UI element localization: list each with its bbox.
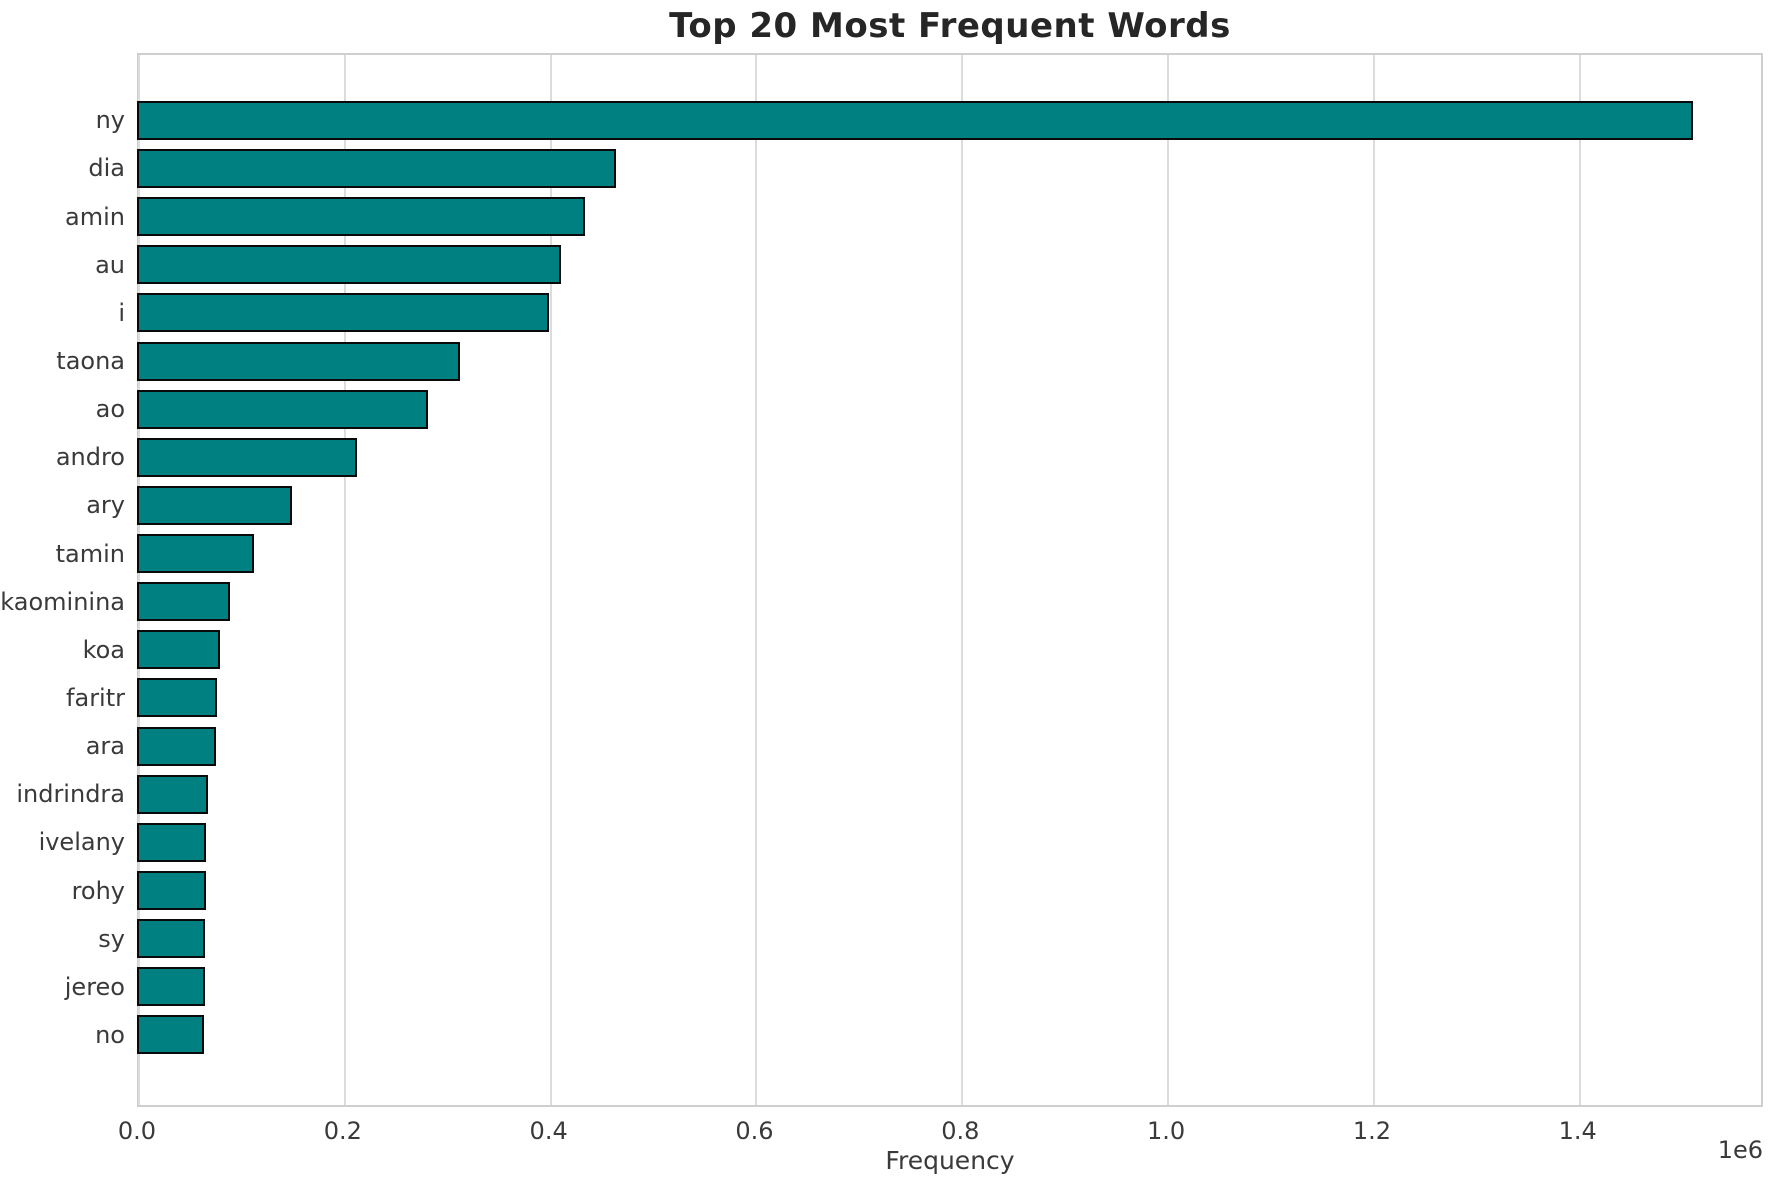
x-tick-label: 0.2: [323, 1117, 362, 1145]
x-tick-label: 0.4: [529, 1117, 568, 1145]
bar-jereo: [137, 967, 205, 1007]
gridline: [343, 55, 346, 1105]
chart-title: Top 20 Most Frequent Words: [669, 6, 1231, 46]
y-tick-label: i: [118, 298, 125, 327]
y-tick-label: ao: [95, 395, 125, 424]
bar-au: [137, 245, 561, 285]
x-axis-label: Frequency: [885, 1146, 1015, 1175]
y-tick-label: taona: [56, 347, 125, 375]
bar-no: [137, 1015, 204, 1055]
bar-ivelany: [137, 822, 206, 862]
y-tick-label: indrindra: [16, 780, 125, 809]
gridline: [1578, 55, 1581, 1105]
y-tick-label: dia: [88, 154, 125, 183]
bar-ary: [137, 485, 293, 525]
bar-koa: [137, 630, 221, 670]
bar-ny: [137, 100, 1694, 140]
bar-ao: [137, 389, 429, 429]
y-tick-label: ny: [95, 106, 125, 135]
y-tick-label: faritr: [66, 683, 125, 712]
bar-sy: [137, 919, 205, 959]
y-tick-label: tamin: [55, 539, 125, 568]
bar-indrindra: [137, 774, 208, 814]
y-tick-label: sy: [98, 924, 125, 953]
gridline: [1167, 55, 1170, 1105]
y-tick-label: amin: [65, 202, 125, 231]
bar-tamin: [137, 534, 255, 574]
x-tick-label: 1.0: [1147, 1117, 1186, 1145]
x-tick-label: 1.4: [1558, 1117, 1597, 1145]
y-tick-label: kaominina: [0, 587, 125, 616]
axis-offset-text: 1e6: [1717, 1136, 1763, 1164]
gridline: [755, 55, 758, 1105]
y-tick-label: no: [95, 1020, 125, 1049]
bar-andro: [137, 437, 358, 477]
x-tick-label: 0.0: [117, 1117, 157, 1145]
x-tick-label: 0.6: [735, 1117, 774, 1145]
bar-rohy: [137, 871, 206, 911]
bar-i: [137, 293, 549, 333]
gridline: [549, 55, 552, 1105]
bar-amin: [137, 197, 585, 237]
bar-ara: [137, 726, 217, 766]
y-tick-label: jereo: [64, 972, 125, 1001]
bar-taona: [137, 341, 461, 381]
y-tick-label: au: [95, 250, 125, 279]
y-tick-label: andro: [55, 443, 125, 472]
y-tick-label: ivelany: [38, 828, 125, 857]
x-tick-label: 1.2: [1352, 1117, 1391, 1145]
x-tick-label: 0.8: [941, 1117, 980, 1145]
gridline: [961, 55, 964, 1105]
y-tick-label: ary: [86, 491, 125, 520]
bar-dia: [137, 148, 616, 188]
y-tick-label: ara: [85, 732, 125, 761]
y-tick-label: rohy: [71, 876, 125, 905]
y-tick-label: koa: [82, 635, 125, 664]
gridline: [1372, 55, 1375, 1105]
bar-kaominina: [137, 582, 230, 622]
gridline: [138, 55, 140, 1105]
bar-faritr: [137, 678, 218, 718]
